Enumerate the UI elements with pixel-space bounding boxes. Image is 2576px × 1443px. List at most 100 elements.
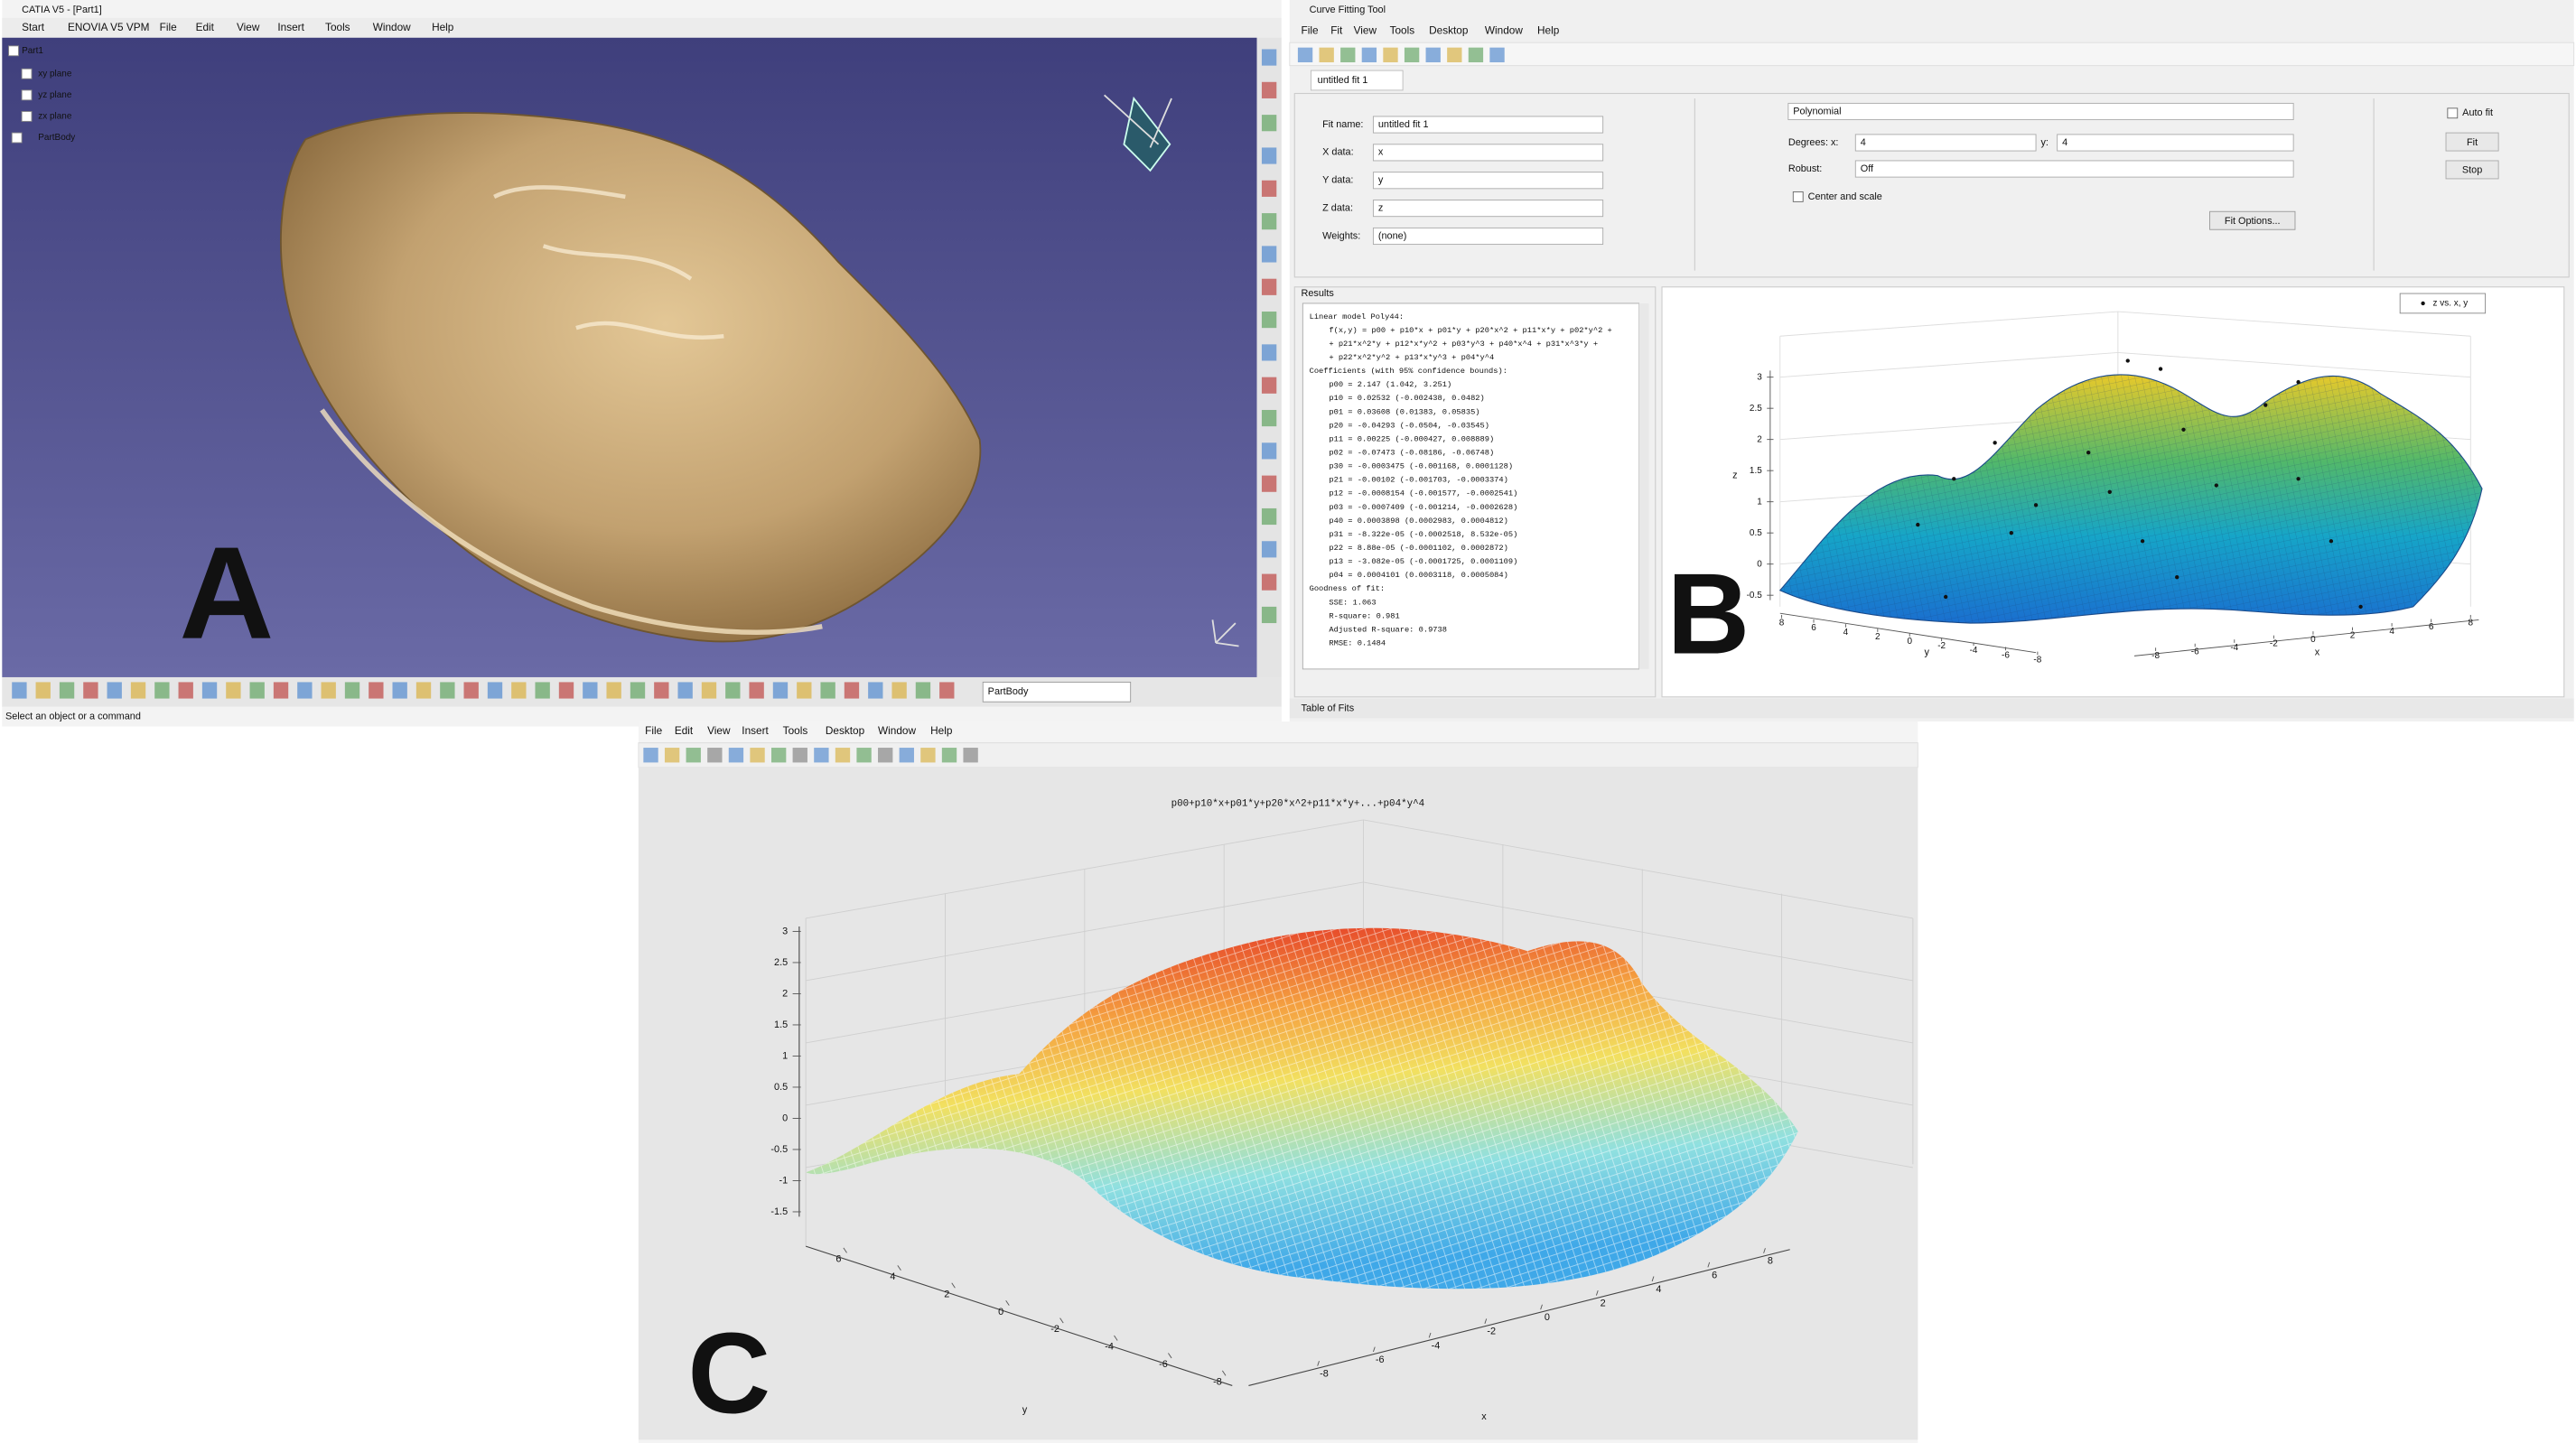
toolbar-icon[interactable] <box>1261 344 1277 361</box>
toolbar-icon[interactable] <box>107 682 122 699</box>
toolbar-icon[interactable] <box>664 748 680 763</box>
center-scale-checkbox[interactable] <box>1792 191 1804 202</box>
toolbar-icon[interactable] <box>1261 409 1277 427</box>
field-box[interactable] <box>1372 144 1604 162</box>
toolbar-icon[interactable] <box>1261 507 1277 526</box>
toolbar-icon[interactable] <box>178 682 193 699</box>
toolbar-icon[interactable] <box>939 682 955 699</box>
menu-item[interactable]: ENOVIA V5 VPM <box>68 21 149 33</box>
toolbar-icon[interactable] <box>1261 475 1277 492</box>
toolbar-icon[interactable] <box>1261 213 1277 230</box>
toolbar-icon[interactable] <box>1361 47 1377 63</box>
menu-item[interactable]: Help <box>930 724 953 737</box>
toolbar-icon[interactable] <box>415 682 432 699</box>
toolbar-icon[interactable] <box>463 682 479 699</box>
menu-item[interactable]: Window <box>1485 24 1523 37</box>
toolbar-icon[interactable] <box>1297 47 1313 63</box>
menu-item[interactable]: View <box>237 21 260 33</box>
toolbar-icon[interactable] <box>1261 115 1277 132</box>
toolbar-icon[interactable] <box>535 682 550 699</box>
toolbar-icon[interactable] <box>1404 47 1420 63</box>
toolbar-icon[interactable] <box>12 682 27 699</box>
toolbar-icon[interactable] <box>1319 47 1334 63</box>
stop-button[interactable] <box>2445 160 2499 180</box>
toolbar-icon[interactable] <box>1383 47 1398 63</box>
toolbar-icon[interactable] <box>273 682 289 699</box>
auto-fit-checkbox[interactable] <box>2447 107 2459 119</box>
toolbar-icon[interactable] <box>201 682 218 699</box>
menu-item[interactable]: File <box>1302 24 1319 37</box>
menu-item[interactable]: Window <box>878 724 916 737</box>
toolbar-icon[interactable] <box>1425 47 1441 63</box>
toolbar-icon[interactable] <box>725 682 741 699</box>
toolbar-icon[interactable] <box>891 682 907 699</box>
toolbar-icon[interactable] <box>772 682 789 699</box>
toolbar-icon[interactable] <box>1261 573 1277 591</box>
degree-y-select[interactable] <box>2057 134 2294 152</box>
toolbar-icon[interactable] <box>770 748 787 763</box>
toolbar-icon[interactable] <box>856 748 872 763</box>
toolbar-icon[interactable] <box>630 682 646 699</box>
toolbar-icon[interactable] <box>878 748 893 763</box>
menu-item[interactable]: Tools <box>783 724 808 737</box>
toolbar-icon[interactable] <box>868 682 883 699</box>
toolbar-icon[interactable] <box>844 682 860 699</box>
menu-item[interactable]: Help <box>432 21 454 33</box>
toolbar-icon[interactable] <box>797 682 812 699</box>
toolbar-icon[interactable] <box>654 682 669 699</box>
toolbar-icon[interactable] <box>369 682 384 699</box>
toolbar-icon[interactable] <box>1489 47 1505 63</box>
toolbar-icon[interactable] <box>1261 278 1277 295</box>
tab[interactable]: untitled fit 1 <box>1318 75 1368 86</box>
toolbar-icon[interactable] <box>1447 47 1462 63</box>
model-select[interactable] <box>1787 102 2294 121</box>
tree-node[interactable]: Part1 <box>22 46 43 56</box>
toolbar-icon[interactable] <box>511 682 527 699</box>
field-box[interactable] <box>1372 200 1604 218</box>
fit-button[interactable] <box>2445 132 2499 152</box>
toolbar-icon[interactable] <box>728 748 744 763</box>
degree-x-select[interactable] <box>1854 134 2037 152</box>
toolbar-icon[interactable] <box>1261 312 1277 329</box>
toolbar-icon[interactable] <box>677 682 693 699</box>
field-box[interactable] <box>1372 227 1604 246</box>
toolbar-icon[interactable] <box>792 748 807 763</box>
toolbar-icon[interactable] <box>749 682 764 699</box>
toolbar-icon[interactable] <box>321 682 336 699</box>
toolbar-icon[interactable] <box>558 682 574 699</box>
toolbar-icon[interactable] <box>1261 246 1277 263</box>
toolbar-icon[interactable] <box>899 748 914 763</box>
toolbar-icon[interactable] <box>835 748 851 763</box>
robust-select[interactable] <box>1854 160 2294 178</box>
menu-item[interactable]: View <box>707 724 731 737</box>
menu-item[interactable]: Tools <box>325 21 350 33</box>
toolbar-icon[interactable] <box>750 748 765 763</box>
toolbar-icon[interactable] <box>344 682 360 699</box>
menu-item[interactable]: File <box>160 21 177 33</box>
toolbar-icon[interactable] <box>1261 377 1277 394</box>
menu-item[interactable]: Start <box>22 21 45 33</box>
field-box[interactable] <box>1372 172 1604 190</box>
toolbar-icon[interactable] <box>83 682 98 699</box>
menu-item[interactable]: Tools <box>1390 24 1415 37</box>
toolbar-icon[interactable] <box>487 682 503 699</box>
body-select[interactable] <box>982 681 1132 703</box>
toolbar-icon[interactable] <box>1261 541 1277 558</box>
menu-item[interactable]: Desktop <box>826 724 865 737</box>
menu-item[interactable]: File <box>645 724 662 737</box>
toolbar-icon[interactable] <box>963 748 978 763</box>
toolbar-icon[interactable] <box>820 682 835 699</box>
menu-item[interactable]: Desktop <box>1429 24 1469 37</box>
toolbar-icon[interactable] <box>915 682 931 699</box>
toolbar-icon[interactable] <box>1261 606 1277 624</box>
toolbar-icon[interactable] <box>392 682 407 699</box>
toolbar-icon[interactable] <box>1261 81 1277 98</box>
toolbar-icon[interactable] <box>941 748 957 763</box>
toolbar-icon[interactable] <box>1261 147 1277 164</box>
toolbar-icon[interactable] <box>814 748 829 763</box>
menu-item[interactable]: View <box>1354 24 1377 37</box>
tree-node[interactable]: xy plane <box>38 69 72 79</box>
toolbar-icon[interactable] <box>643 748 658 763</box>
field-box[interactable] <box>1372 116 1604 134</box>
toolbar-icon[interactable] <box>1261 442 1277 460</box>
